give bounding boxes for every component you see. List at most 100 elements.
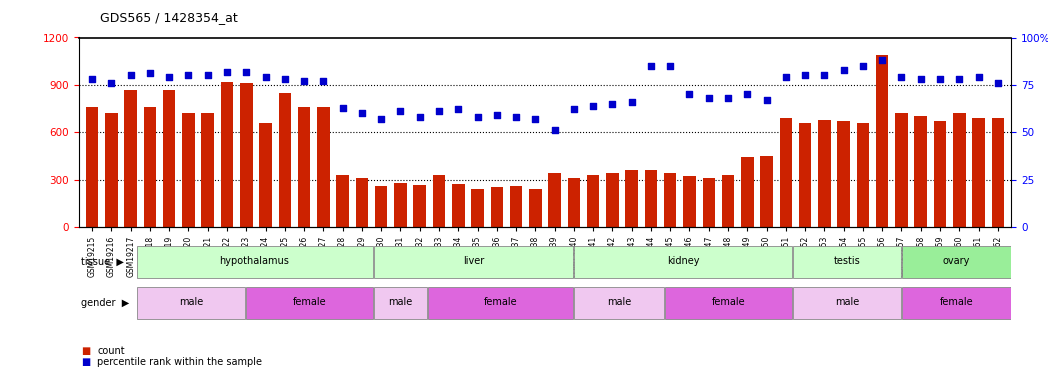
Point [662,63,679,69]
Bar [452,184,464,227]
Text: percentile rank within the sample: percentile rank within the sample [97,357,262,367]
Bar [318,107,330,227]
Point [604,101,620,107]
Text: female: female [712,297,745,307]
Bar [548,173,561,227]
Bar [336,175,349,227]
Bar [394,183,407,227]
Bar [953,113,965,227]
Point [373,116,390,122]
Point [296,78,312,84]
Point [758,97,774,103]
Point [989,80,1006,86]
Point [642,63,659,69]
Point [257,74,274,80]
Point [970,74,987,80]
Bar [902,246,1010,278]
Bar [895,113,908,227]
Point [392,108,409,114]
Bar [259,123,271,227]
Bar [665,287,792,319]
Point [913,76,930,82]
Text: tissue  ▶: tissue ▶ [81,256,124,267]
Point [932,76,948,82]
Text: testis: testis [834,256,860,266]
Bar [837,121,850,227]
Bar [355,178,368,227]
Bar [741,158,754,227]
Point [141,70,158,76]
Text: kidney: kidney [667,256,699,266]
Point [874,57,891,63]
Bar [472,189,484,227]
Bar [529,189,542,227]
Bar [799,123,811,227]
Text: liver: liver [463,256,484,266]
Bar [645,170,657,227]
Text: female: female [292,297,326,307]
Point [854,63,871,69]
Bar [793,287,901,319]
Point [219,69,236,75]
Bar [818,120,831,227]
Point [507,114,524,120]
Bar [509,186,522,227]
Bar [375,186,388,227]
Point [450,106,466,112]
Bar [240,83,253,227]
Point [277,76,293,82]
Point [893,74,910,80]
Point [315,78,332,84]
Text: female: female [940,297,974,307]
Point [585,103,602,109]
Bar [298,107,310,227]
Bar [246,287,372,319]
Bar [991,118,1004,227]
Text: male: male [388,297,413,307]
Text: ■: ■ [81,357,90,367]
Bar [568,178,581,227]
Bar [373,246,573,278]
Text: hypothalamus: hypothalamus [220,256,289,266]
Point [527,116,544,122]
Point [180,72,197,78]
Point [103,80,119,86]
Text: gender  ▶: gender ▶ [81,298,129,308]
Bar [136,287,245,319]
Point [681,92,698,98]
Text: male: male [178,297,203,307]
Point [238,69,255,75]
Bar [902,287,1010,319]
Text: male: male [607,297,631,307]
Bar [490,188,503,227]
Point [160,74,177,80]
Point [123,72,139,78]
Bar [86,107,99,227]
Point [353,110,370,116]
Bar [279,93,291,227]
Bar [664,173,677,227]
Point [470,114,486,120]
Bar [574,246,792,278]
Bar [793,246,901,278]
Text: male: male [835,297,859,307]
Bar [915,116,927,227]
Bar [934,121,946,227]
Bar [413,185,425,227]
Bar [760,156,772,227]
Point [700,95,717,101]
Point [951,76,967,82]
Bar [433,175,445,227]
Point [566,106,583,112]
Bar [182,113,195,227]
Point [199,72,216,78]
Point [411,114,428,120]
Point [624,99,640,105]
Bar [856,123,869,227]
Point [334,105,351,111]
Bar [973,118,985,227]
Bar [780,118,792,227]
Text: ■: ■ [81,346,90,355]
Point [488,112,505,118]
Bar [574,287,664,319]
